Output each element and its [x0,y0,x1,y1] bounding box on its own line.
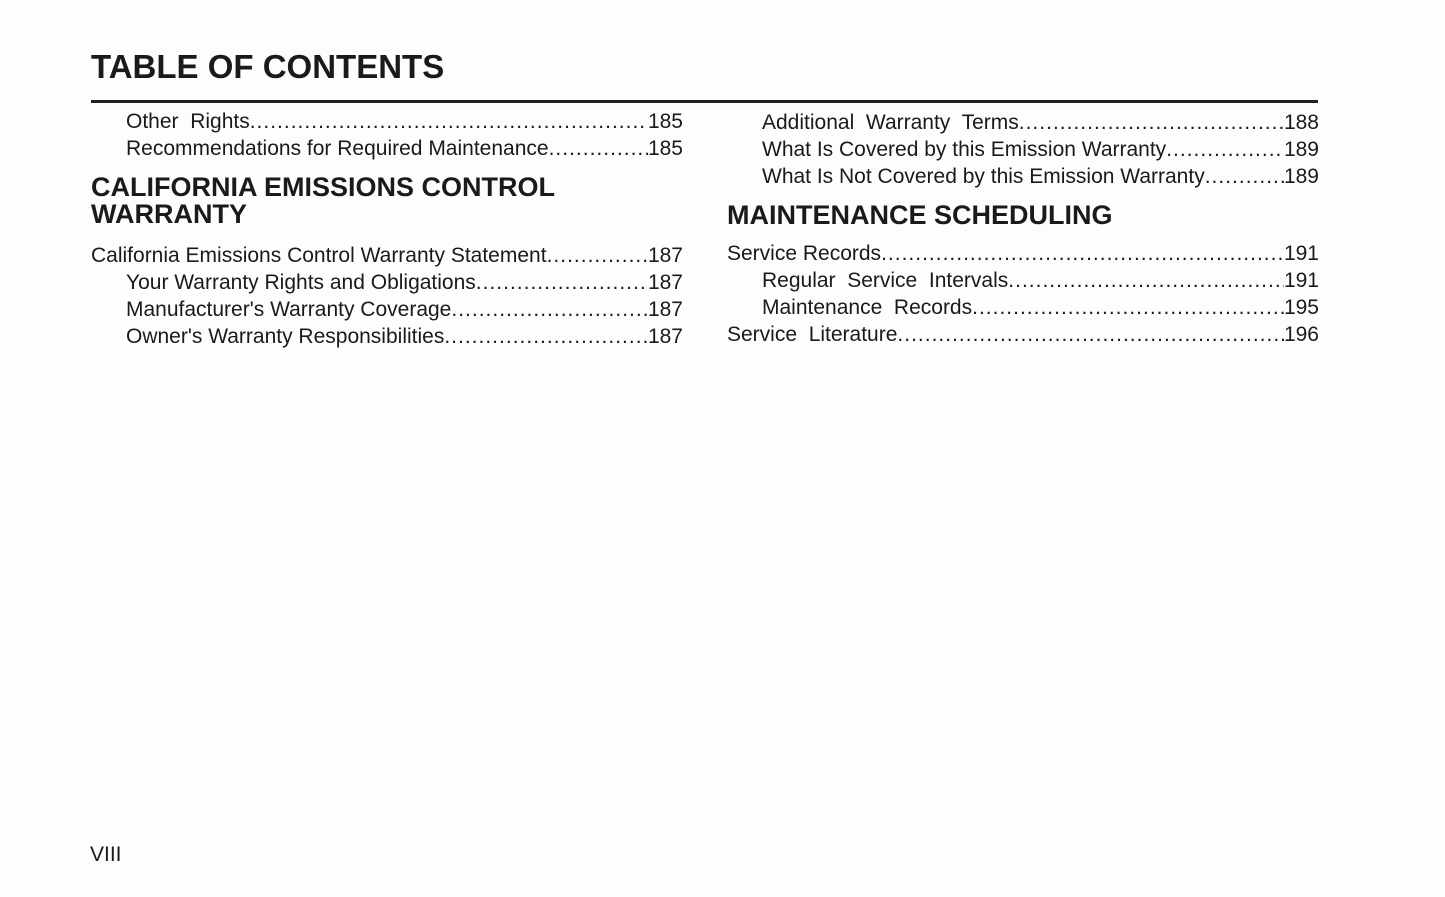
entry-title: Regular Service Intervals [762,269,1009,292]
entry-page: 196 [1283,323,1319,346]
dot-leader [897,321,1284,348]
dot-leader [549,135,648,162]
toc-entry[interactable]: Manufacturer's Warranty Coverage 187 [91,296,683,323]
dot-leader [547,242,648,269]
toc-right-column: Additional Warranty Terms 188 What Is Cove… [727,109,1319,348]
entry-title: What Is Not Covered by this Emission War… [762,165,1205,188]
entry-page: 187 [647,271,683,294]
divider [91,100,1318,103]
dot-leader [451,296,648,323]
toc-entry[interactable]: Service Records 191 [727,240,1319,267]
toc-entry[interactable]: California Emissions Control Warranty St… [91,242,683,269]
toc-entry[interactable]: Maintenance Records 195 [727,294,1319,321]
entry-page: 188 [1283,111,1319,134]
toc-entry[interactable]: Other Rights 185 [91,108,683,135]
section-heading: MAINTENANCE SCHEDULING [727,200,1113,230]
dot-leader [1205,163,1284,190]
entry-page: 187 [647,298,683,321]
entry-page: 189 [1283,165,1319,188]
entry-title: Additional Warranty Terms [762,111,1019,134]
dot-leader [444,323,648,350]
entry-page: 191 [1283,269,1319,292]
toc-entry[interactable]: Your Warranty Rights and Obligations 187 [91,269,683,296]
section-heading: CALIFORNIA EMISSIONS CONTROL WARRANTY [91,172,555,229]
dot-leader [1166,136,1284,163]
dot-leader [250,108,648,135]
entry-title: Service Literature [727,323,898,346]
entry-title: Your Warranty Rights and Obligations [126,271,476,294]
entry-title: California Emissions Control Warranty St… [91,244,547,267]
entry-title: Other Rights [126,110,250,133]
entry-title: Owner's Warranty Responsibilities [126,325,445,348]
page-number: VIII [90,843,122,866]
page-title: TABLE OF CONTENTS [91,48,445,85]
toc-entry[interactable]: What Is Covered by this Emission Warrant… [727,136,1319,163]
entry-title: Service Records [727,242,882,265]
entry-title: Recommendations for Required Maintenance [126,137,549,160]
dot-leader [881,240,1284,267]
entry-page: 189 [1283,138,1319,161]
dot-leader [1008,267,1284,294]
entry-page: 185 [647,110,683,133]
toc-entry[interactable]: Owner's Warranty Responsibilities 187 [91,323,683,350]
toc-entry[interactable]: Regular Service Intervals 191 [727,267,1319,294]
entry-title: What Is Covered by this Emission Warrant… [762,138,1167,161]
toc-left-column: Other Rights185Recommendations for Requi… [91,108,683,350]
entry-title: Maintenance Records [762,296,973,319]
toc-entry[interactable]: Recommendations for Required Maintenance… [91,135,683,162]
entry-page: 187 [647,325,683,348]
entry-page: 195 [1283,296,1319,319]
toc-entry[interactable]: Additional Warranty Terms 188 [727,109,1319,136]
entry-page: 185 [647,137,683,160]
dot-leader [1019,109,1284,136]
dot-leader [972,294,1284,321]
entry-page: 191 [1283,242,1319,265]
entry-title: Manufacturer's Warranty Coverage [126,298,452,321]
toc-entry[interactable]: Service Literature 196 [727,321,1319,348]
dot-leader [476,269,648,296]
toc-entry[interactable]: What Is Not Covered by this Emission War… [727,163,1319,190]
entry-page: 187 [647,244,683,267]
